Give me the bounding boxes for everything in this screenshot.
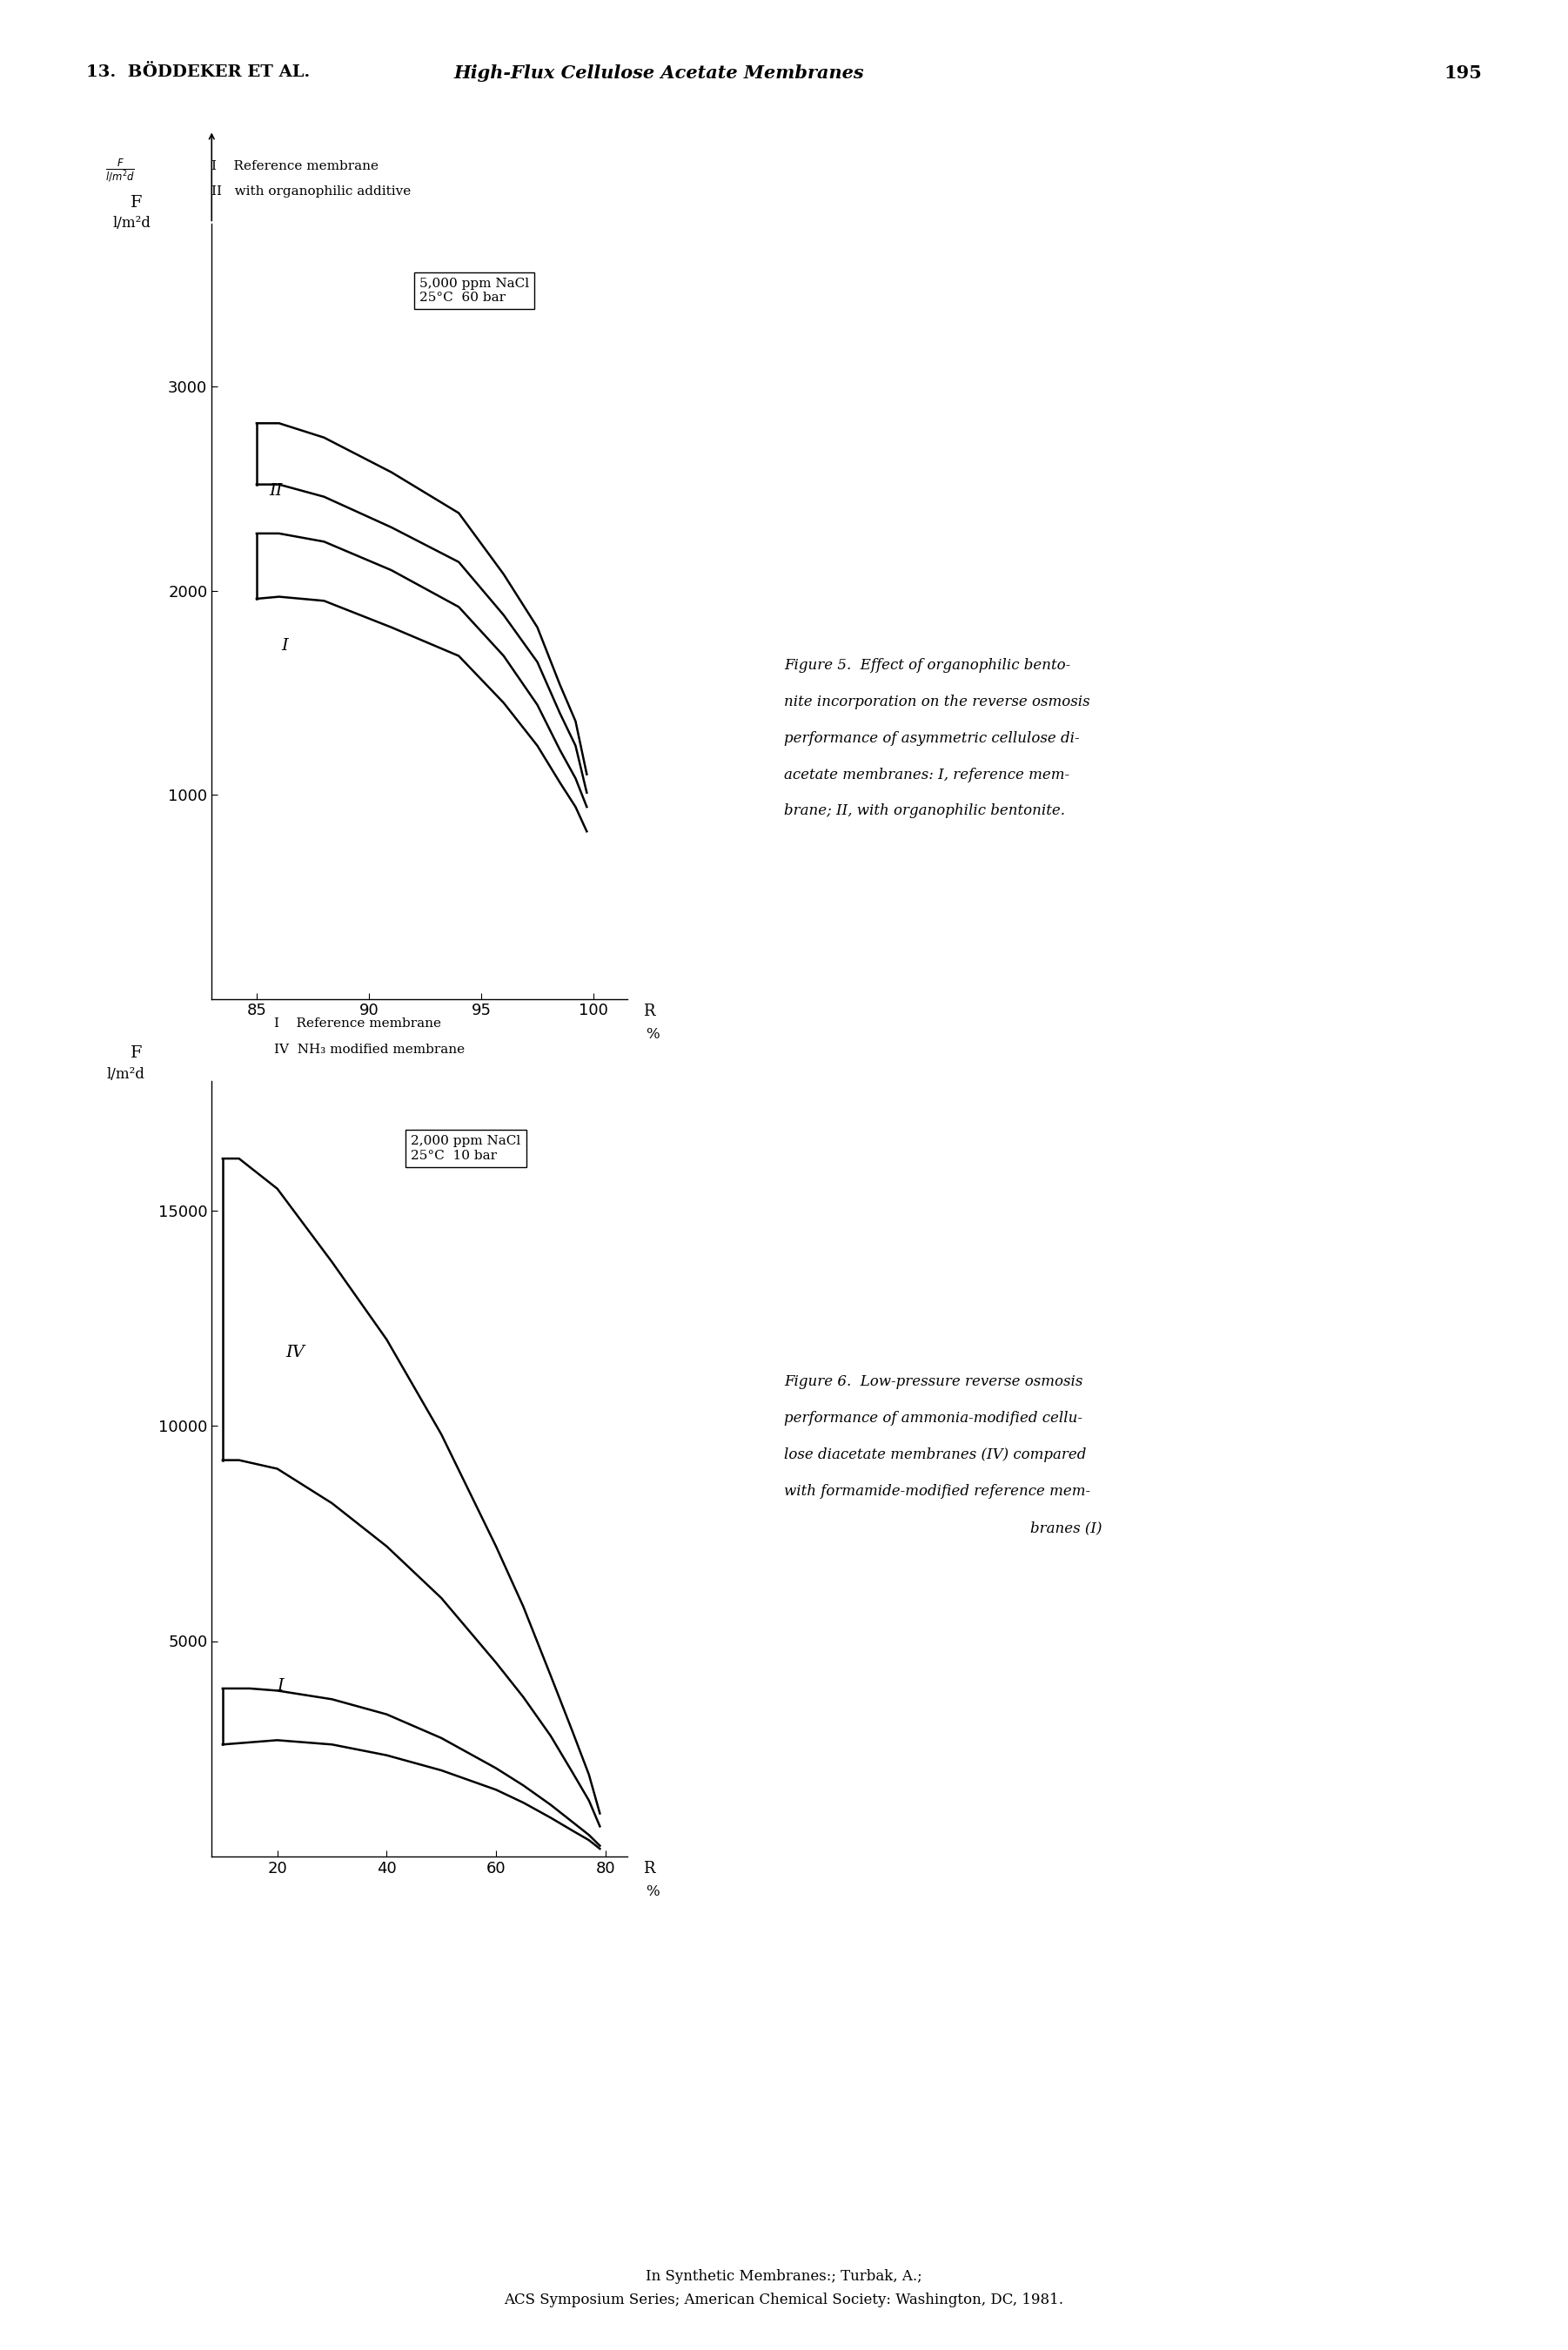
Text: with formamide-modified reference mem-: with formamide-modified reference mem- bbox=[784, 1485, 1090, 1499]
Text: ACS Symposium Series; American Chemical Society: Washington, DC, 1981.: ACS Symposium Series; American Chemical … bbox=[505, 2294, 1063, 2308]
Text: High-Flux Cellulose Acetate Membranes: High-Flux Cellulose Acetate Membranes bbox=[453, 66, 864, 82]
Text: brane; II, with organophilic bentonite.: brane; II, with organophilic bentonite. bbox=[784, 804, 1065, 818]
Text: IV: IV bbox=[285, 1344, 304, 1361]
Text: F: F bbox=[130, 1046, 141, 1062]
Text: 13.  BÖDDEKER ET AL.: 13. BÖDDEKER ET AL. bbox=[86, 66, 310, 80]
Text: lose diacetate membranes (IV) compared: lose diacetate membranes (IV) compared bbox=[784, 1448, 1087, 1462]
Text: 195: 195 bbox=[1444, 66, 1482, 82]
Text: I    Reference membrane: I Reference membrane bbox=[274, 1018, 442, 1029]
Text: II: II bbox=[270, 484, 282, 498]
Text: IV  NH₃ modified membrane: IV NH₃ modified membrane bbox=[274, 1043, 466, 1055]
Text: 5,000 ppm NaCl
25°C  60 bar: 5,000 ppm NaCl 25°C 60 bar bbox=[420, 277, 528, 303]
Text: I: I bbox=[278, 1678, 284, 1694]
Text: II   with organophilic additive: II with organophilic additive bbox=[212, 186, 411, 197]
Text: l/m²d: l/m²d bbox=[107, 1067, 144, 1081]
Text: l/m²d: l/m²d bbox=[113, 216, 151, 230]
Text: In Synthetic Membranes:; Turbak, A.;: In Synthetic Membranes:; Turbak, A.; bbox=[646, 2270, 922, 2284]
Text: I    Reference membrane: I Reference membrane bbox=[212, 160, 379, 172]
Text: branes (I): branes (I) bbox=[1030, 1520, 1102, 1535]
Text: F: F bbox=[130, 195, 141, 212]
Text: %: % bbox=[646, 1027, 660, 1041]
Text: acetate membranes: I, reference mem-: acetate membranes: I, reference mem- bbox=[784, 766, 1069, 783]
Text: performance of asymmetric cellulose di-: performance of asymmetric cellulose di- bbox=[784, 731, 1079, 745]
Text: 2,000 ppm NaCl
25°C  10 bar: 2,000 ppm NaCl 25°C 10 bar bbox=[411, 1135, 521, 1161]
Text: Figure 5.  Effect of organophilic bento-: Figure 5. Effect of organophilic bento- bbox=[784, 658, 1071, 672]
Text: nite incorporation on the reverse osmosis: nite incorporation on the reverse osmosi… bbox=[784, 696, 1090, 710]
Text: $\frac{F}{l/m^2d}$: $\frac{F}{l/m^2d}$ bbox=[105, 157, 135, 186]
Text: I: I bbox=[281, 639, 289, 653]
Text: Figure 6.  Low-pressure reverse osmosis: Figure 6. Low-pressure reverse osmosis bbox=[784, 1375, 1083, 1389]
Text: R: R bbox=[643, 1003, 654, 1020]
Text: R: R bbox=[643, 1861, 654, 1878]
Text: performance of ammonia-modified cellu-: performance of ammonia-modified cellu- bbox=[784, 1410, 1082, 1426]
Text: %: % bbox=[646, 1885, 660, 1899]
